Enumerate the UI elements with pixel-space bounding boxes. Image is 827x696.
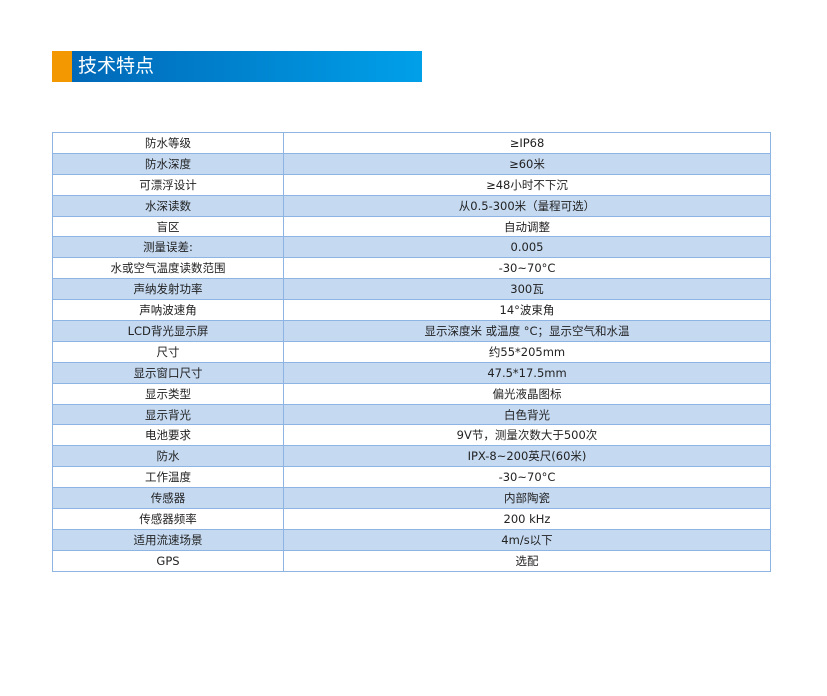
spec-name: 传感器频率 (52, 508, 284, 530)
table-row: 显示窗口尺寸 47.5*17.5mm (52, 361, 771, 384)
spec-name: 电池要求 (52, 424, 284, 447)
spec-name: GPS (52, 549, 284, 572)
spec-value: 9V节，测量次数大于500次 (283, 424, 771, 447)
table-row: 工作温度 -30~70°C (52, 466, 771, 489)
table-row: LCD背光显示屏 显示深度米 或温度 °C；显示空气和水温 (52, 320, 771, 342)
spec-name: 水或空气温度读数范围 (52, 257, 284, 280)
spec-table: 防水等级 ≥IP68 防水深度 ≥60米 可漂浮设计 ≥48小时不下沉 水深读数 从0.5-3… (52, 132, 771, 572)
spec-name: 传感器 (52, 487, 284, 510)
spec-name: 尺寸 (52, 340, 284, 363)
spec-value: 200 kHz (283, 508, 771, 530)
spec-name: 防水等级 (52, 132, 284, 154)
section-title: 技术特点 (72, 51, 422, 82)
spec-value: 自动调整 (283, 215, 771, 238)
spec-name: 声呐波速角 (52, 299, 284, 322)
spec-value: 300瓦 (283, 278, 771, 301)
spec-name: 显示背光 (52, 403, 284, 426)
table-row: 水或空气温度读数范围 -30~70°C (52, 257, 771, 280)
table-row: 防水等级 ≥IP68 (52, 132, 771, 154)
table-row: 声纳发射功率 300瓦 (52, 278, 771, 301)
spec-name: 盲区 (52, 215, 284, 238)
table-row: 盲区 自动调整 (52, 215, 771, 238)
spec-name: 测量误差: (52, 236, 284, 259)
spec-name: 显示窗口尺寸 (52, 361, 284, 384)
spec-value: -30~70°C (283, 466, 771, 489)
spec-name: 声纳发射功率 (52, 278, 284, 301)
spec-value: IPX-8~200英尺(60米) (283, 445, 771, 468)
spec-value: ≥48小时不下沉 (283, 173, 771, 196)
spec-name: 适用流速场景 (52, 528, 284, 551)
spec-name: 可漂浮设计 (52, 173, 284, 196)
spec-name: 显示类型 (52, 382, 284, 405)
spec-name: 工作温度 (52, 466, 284, 489)
table-row: 传感器频率 200 kHz (52, 508, 771, 530)
spec-value: ≥IP68 (283, 132, 771, 154)
spec-value: 偏光液晶图标 (283, 382, 771, 405)
spec-value: 从0.5-300米（量程可选） (283, 194, 771, 217)
table-row: 可漂浮设计 ≥48小时不下沉 (52, 173, 771, 196)
spec-value: 选配 (283, 549, 771, 572)
spec-name: 防水深度 (52, 152, 284, 175)
spec-name: 防水 (52, 445, 284, 468)
table-row: 电池要求 9V节，测量次数大于500次 (52, 424, 771, 447)
spec-name: LCD背光显示屏 (52, 320, 284, 342)
table-row: GPS 选配 (52, 549, 771, 572)
spec-value: 0.005 (283, 236, 771, 259)
table-row: 测量误差: 0.005 (52, 236, 771, 259)
spec-name: 水深读数 (52, 194, 284, 217)
table-row: 适用流速场景 4m/s以下 (52, 528, 771, 551)
header-accent (52, 51, 72, 82)
table-row: 水深读数 从0.5-300米（量程可选） (52, 194, 771, 217)
spec-value: ≥60米 (283, 152, 771, 175)
spec-value: -30~70°C (283, 257, 771, 280)
spec-value: 显示深度米 或温度 °C；显示空气和水温 (283, 320, 771, 342)
section-header: 技术特点 (52, 51, 422, 82)
spec-value: 4m/s以下 (283, 528, 771, 551)
table-row: 显示背光 白色背光 (52, 403, 771, 426)
table-row: 尺寸 约55*205mm (52, 340, 771, 363)
spec-value: 白色背光 (283, 403, 771, 426)
table-row: 声呐波速角 14°波束角 (52, 299, 771, 322)
spec-value: 14°波束角 (283, 299, 771, 322)
spec-value: 约55*205mm (283, 340, 771, 363)
spec-value: 内部陶瓷 (283, 487, 771, 510)
table-row: 传感器 内部陶瓷 (52, 487, 771, 510)
table-row: 显示类型 偏光液晶图标 (52, 382, 771, 405)
spec-value: 47.5*17.5mm (283, 361, 771, 384)
table-row: 防水 IPX-8~200英尺(60米) (52, 445, 771, 468)
table-row: 防水深度 ≥60米 (52, 152, 771, 175)
